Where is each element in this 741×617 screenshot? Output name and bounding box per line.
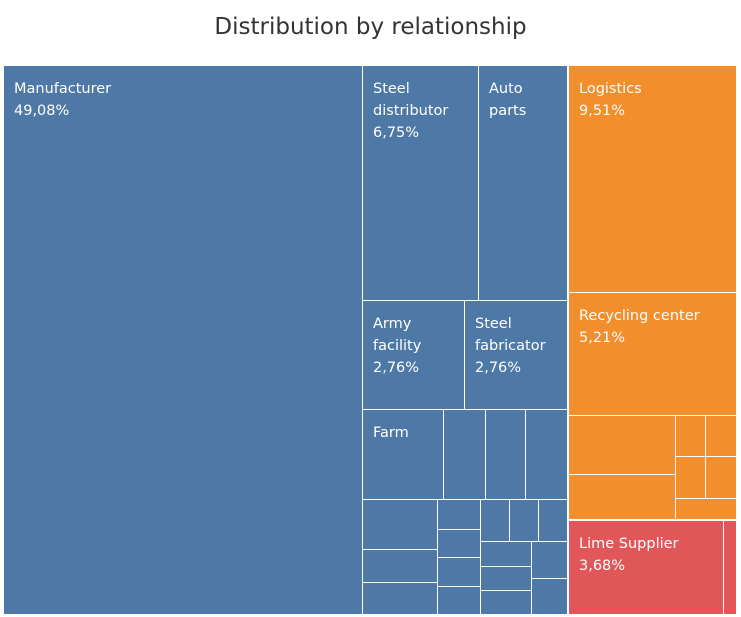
treemap-cell-small [706, 457, 736, 498]
treemap-cell-small [363, 583, 437, 614]
cell-label-manufacturer: Manufacturer [14, 81, 111, 97]
cell-value-recycling-center: 5,21% [579, 330, 625, 346]
cell-value-steel-fabricator: 2,76% [475, 360, 521, 376]
treemap-cell-small [481, 567, 531, 590]
treemap-cell-steel-distributor [363, 66, 478, 300]
cell-value-logistics: 9,51% [579, 103, 625, 119]
treemap-cell-small [438, 530, 480, 557]
cell-value-manufacturer: 49,08% [14, 103, 69, 119]
treemap-cell-small [676, 457, 705, 498]
chart-title: Distribution by relationship [214, 14, 527, 40]
treemap-cell-farm [363, 410, 443, 499]
treemap-cell-manufacturer [4, 66, 362, 614]
cell-label-logistics: Logistics [579, 81, 642, 97]
treemap-cell-small [481, 591, 531, 614]
treemap-cell-small [438, 587, 480, 614]
treemap-cell-small [539, 500, 567, 541]
cell-value-army-facility: 2,76% [373, 360, 419, 376]
treemap-cell-small [532, 579, 567, 614]
treemap-cell-small [363, 500, 437, 549]
treemap-cell-small [706, 416, 736, 456]
treemap-cell-small [676, 499, 736, 519]
treemap-cell-small [724, 521, 736, 614]
treemap-cell-small [569, 475, 675, 519]
treemap-cell-small [481, 500, 509, 541]
treemap-cell-small [363, 550, 437, 582]
cell-label-steel-distributor: Steel distributor [373, 81, 448, 119]
treemap-cell-small [481, 542, 531, 566]
cell-value-steel-distributor: 6,75% [373, 125, 419, 141]
treemap-cell-small [486, 410, 525, 499]
treemap-cell-army-facility [363, 301, 464, 409]
cell-label-farm: Farm [373, 425, 409, 441]
treemap-cell-small [569, 416, 675, 474]
treemap-cell-small [438, 500, 480, 529]
treemap-cell-small [526, 410, 567, 499]
treemap-cell-recycling-center [569, 293, 736, 415]
treemap-cell-small [676, 416, 705, 456]
cell-value-lime-supplier: 3,68% [579, 558, 625, 574]
cell-label-steel-fabricator: Steel fabricator [475, 316, 546, 354]
cell-label-auto-parts: Auto parts [489, 81, 526, 119]
treemap-cell-steel-fabricator [465, 301, 567, 409]
treemap-cell-auto-parts [479, 66, 567, 300]
treemap-cell-small [438, 558, 480, 586]
cell-label-lime-supplier: Lime Supplier [579, 536, 679, 552]
treemap-cell-logistics [569, 66, 736, 292]
cell-label-army-facility: Army facility [373, 316, 422, 354]
treemap-cell-small [510, 500, 538, 541]
treemap-cell-lime-supplier [569, 521, 723, 614]
cell-label-recycling-center: Recycling center [579, 308, 700, 324]
treemap-cell-small [532, 542, 567, 578]
treemap-cell-small [444, 410, 485, 499]
